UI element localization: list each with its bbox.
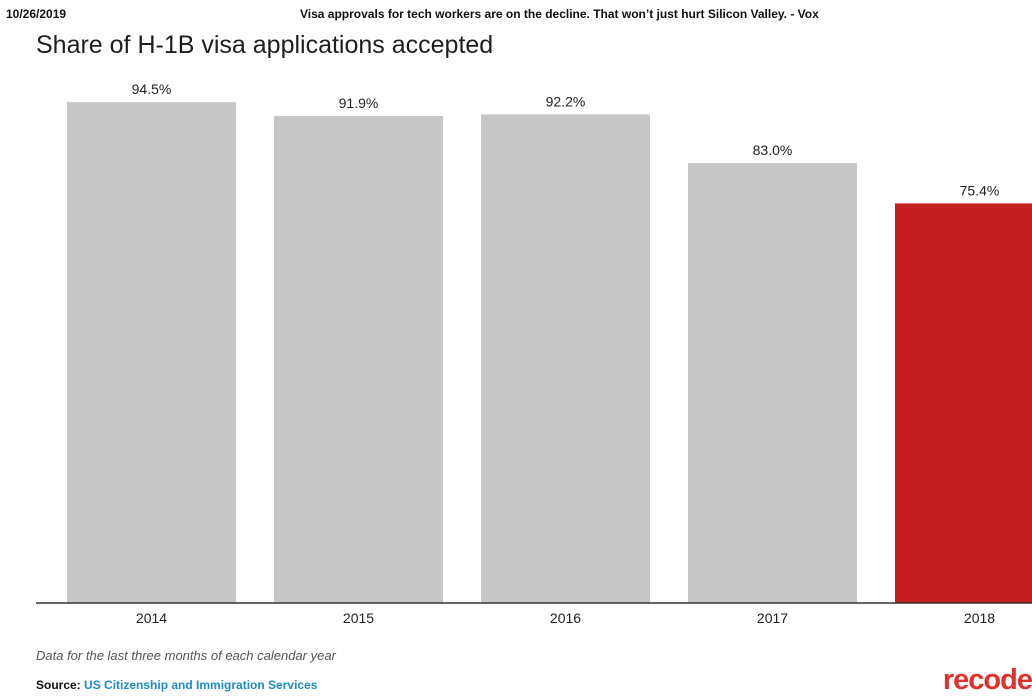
bar-2018 xyxy=(895,203,1032,603)
x-tick-label-2014: 2014 xyxy=(136,610,167,626)
bar-2017 xyxy=(688,163,857,603)
bar-2014 xyxy=(67,102,236,604)
source-line: Source: US Citizenship and Immigration S… xyxy=(36,678,317,692)
data-label-2018: 75.4% xyxy=(960,182,1000,198)
source-link[interactable]: US Citizenship and Immigration Services xyxy=(84,678,318,692)
x-tick-label-2015: 2015 xyxy=(343,610,374,626)
bar-2015 xyxy=(274,115,443,604)
print-date: 10/26/2019 xyxy=(6,7,67,21)
source-label: Source: xyxy=(36,678,81,692)
data-label-2016: 92.2% xyxy=(546,93,586,109)
data-label-2014: 94.5% xyxy=(132,81,172,97)
x-tick-label-2017: 2017 xyxy=(757,610,788,626)
data-label-2017: 83.0% xyxy=(753,142,793,158)
chart-title: Share of H-1B visa applications accepted xyxy=(36,31,494,59)
chart-footnote: Data for the last three months of each c… xyxy=(36,648,336,663)
x-tick-label-2018: 2018 xyxy=(964,610,995,626)
bar-2016 xyxy=(481,114,650,603)
data-label-2015: 91.9% xyxy=(339,95,379,111)
print-page-title: Visa approvals for tech workers are on t… xyxy=(300,7,819,21)
recode-logo: recode xyxy=(942,664,1032,696)
x-tick-label-2016: 2016 xyxy=(550,610,581,626)
